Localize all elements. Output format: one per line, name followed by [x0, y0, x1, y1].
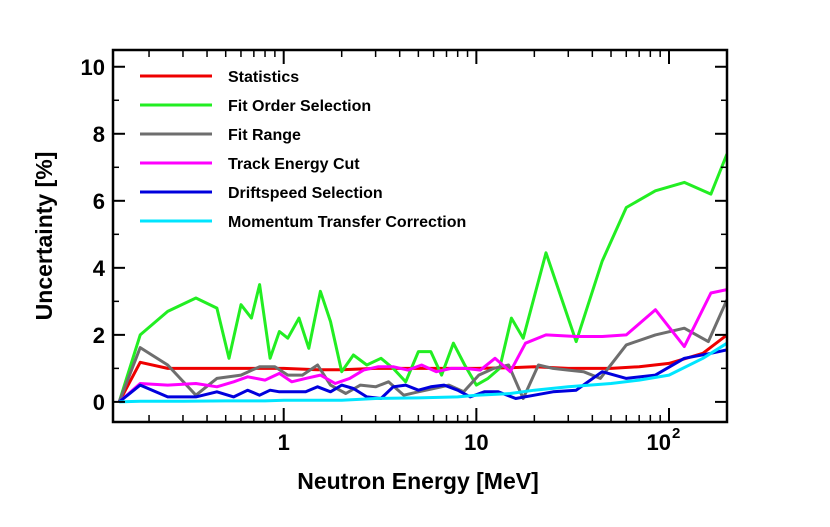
legend-label-3: Track Energy Cut	[228, 156, 360, 173]
y-tick-label: 6	[93, 189, 105, 214]
series-line-0	[117, 333, 727, 403]
y-tick-label: 10	[81, 55, 105, 80]
x-tick-label-exponent: 2	[672, 425, 680, 442]
x-tick-label: 10	[464, 430, 488, 455]
y-tick-label: 2	[93, 323, 105, 348]
legend-label-2: Fit Range	[228, 127, 301, 144]
plot-frame	[111, 48, 729, 424]
x-axis-label: Neutron Energy [MeV]	[297, 468, 539, 494]
x-tick-label: 1	[278, 430, 290, 455]
series-layer	[117, 153, 727, 404]
legend-label-5: Momentum Transfer Correction	[228, 214, 466, 231]
y-axis-label: Uncertainty [%]	[31, 152, 57, 321]
y-tick-label: 0	[93, 390, 105, 415]
legend-label-4: Driftspeed Selection	[228, 185, 383, 202]
series-line-5	[119, 341, 727, 404]
series-line-3	[118, 288, 727, 404]
legend-label-0: Statistics	[228, 69, 299, 86]
x-tick-label: 10	[647, 430, 671, 455]
y-tick-label: 8	[93, 122, 105, 147]
series-line-2	[117, 299, 727, 403]
legend-label-1: Fit Order Selection	[228, 98, 371, 115]
legend: Statistics Fit Order Selection Fit Range Tr…	[140, 69, 466, 231]
y-tick-label: 4	[93, 256, 106, 281]
series-line-4	[118, 348, 727, 404]
series-line-1	[117, 153, 727, 403]
